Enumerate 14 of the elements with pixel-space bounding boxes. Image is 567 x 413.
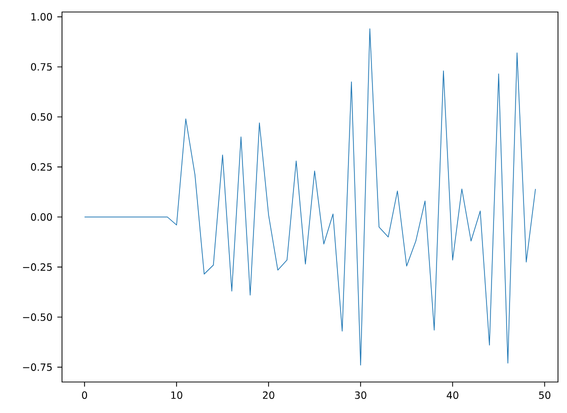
y-tick-label: 0.00	[31, 213, 52, 221]
x-tick-label: 40	[446, 391, 458, 399]
y-tick-label: −0.25	[23, 263, 52, 271]
y-tick-label: 1.00	[31, 13, 52, 21]
x-tick-label: 0	[82, 391, 88, 399]
y-tick-label: 0.50	[31, 113, 52, 121]
y-tick-label: −0.75	[23, 363, 52, 371]
y-tick-label: 0.75	[31, 63, 52, 71]
x-tick-label: 50	[539, 391, 550, 399]
y-tick-label: 0.25	[31, 163, 52, 171]
x-tick-label: 20	[262, 391, 274, 399]
x-tick-label: 10	[171, 391, 182, 399]
y-tick-label: −0.50	[23, 313, 52, 321]
x-tick-label: 30	[355, 391, 366, 399]
